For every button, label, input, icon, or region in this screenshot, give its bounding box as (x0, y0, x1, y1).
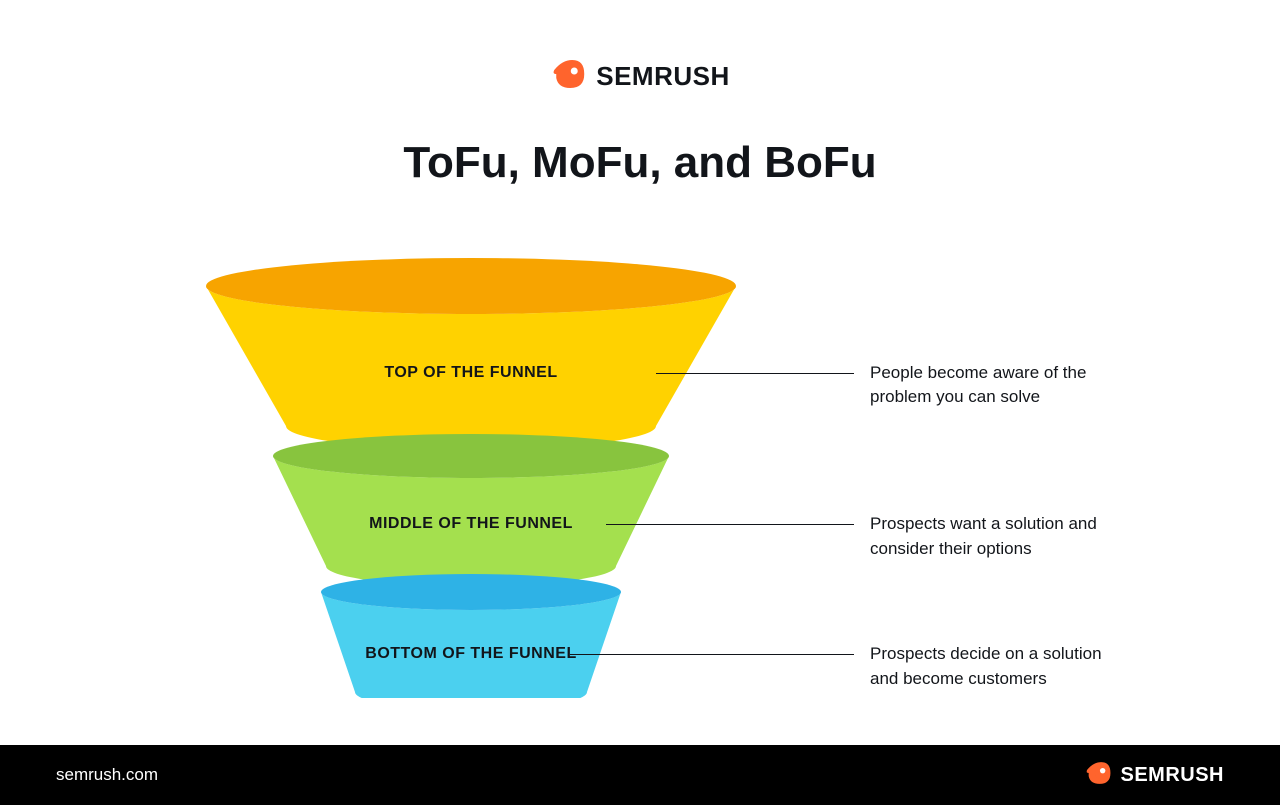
stage-label-middle: MIDDLE OF THE FUNNEL (321, 515, 621, 533)
stage-label-bottom: BOTTOM OF THE FUNNEL (321, 645, 621, 663)
stage-description-bottom: Prospects decide on a solution and becom… (870, 642, 1130, 691)
page-title: ToFu, MoFu, and BoFu (403, 138, 876, 188)
stage-description-top: People become aware of the problem you c… (870, 361, 1130, 410)
connector-line (606, 524, 854, 525)
footer-bar: semrush.com SEMRUSH (0, 745, 1280, 805)
brand-name: SEMRUSH (596, 61, 730, 92)
connector-line (656, 373, 854, 374)
flame-icon (1084, 759, 1112, 792)
brand-logo: SEMRUSH (550, 56, 730, 97)
footer-url: semrush.com (56, 765, 158, 785)
stage-description-middle: Prospects want a solution and consider t… (870, 512, 1130, 561)
flame-icon (550, 56, 586, 97)
footer-brand-name: SEMRUSH (1120, 764, 1224, 787)
stage-label-top: TOP OF THE FUNNEL (321, 364, 621, 382)
funnel-diagram: TOP OF THE FUNNEL MIDDLE OF THE FUNNEL B… (206, 258, 736, 688)
footer-logo: SEMRUSH (1084, 759, 1224, 792)
